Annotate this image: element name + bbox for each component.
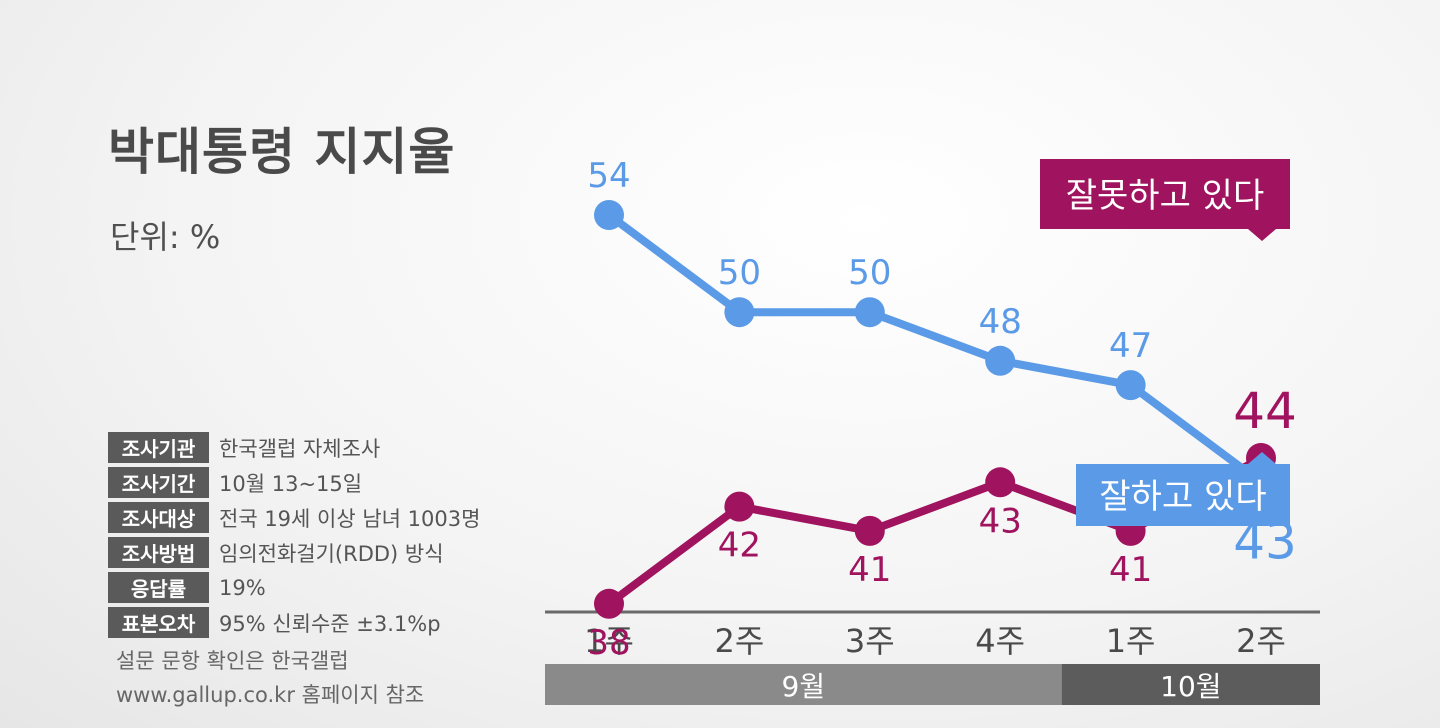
- survey-info-value: 한국갤럽 자체조사: [219, 436, 381, 461]
- survey-info-table: 조사기관 한국갤럽 자체조사 조사기간 10월 13~15일 조사대상 전국 1…: [108, 430, 480, 640]
- survey-info-key: 조사기간: [108, 467, 209, 498]
- survey-info-value: 19%: [219, 575, 266, 600]
- month-label: 9월: [782, 670, 826, 703]
- x-tick-label: 4주: [975, 622, 1025, 660]
- approve-series-line: [605, 211, 1265, 487]
- approve-point: [985, 345, 1016, 376]
- approve-point: [1115, 370, 1146, 401]
- disapprove-callout-label: 잘못하고 있다: [1066, 176, 1265, 216]
- approve-data-label: 48: [979, 302, 1022, 342]
- survey-info-row: 응답률 19%: [108, 570, 480, 605]
- unit-label: 단위: %: [110, 218, 221, 256]
- disapprove-data-label: 42: [718, 526, 761, 566]
- approve-data-label: 47: [1109, 326, 1152, 366]
- month-bar: [545, 664, 1062, 705]
- approve-data-label: 50: [848, 253, 891, 293]
- disapprove-point: [594, 588, 624, 619]
- survey-info-key: 응답률: [108, 572, 209, 603]
- disapprove-data-label: 41: [1109, 550, 1152, 590]
- disapprove-data-label: 43: [979, 501, 1022, 541]
- month-label: 10월: [1160, 670, 1221, 703]
- disapprove-callout-box: [1040, 159, 1290, 241]
- approve-callout-box: [1076, 452, 1290, 526]
- approve-point: [724, 297, 755, 328]
- survey-info-key: 조사방법: [108, 537, 209, 568]
- x-tick-label: 2주: [714, 622, 764, 660]
- approve-data-label: 54: [587, 156, 630, 196]
- survey-info-key: 표본오차: [108, 607, 209, 638]
- survey-info-key: 조사기관: [108, 432, 209, 463]
- disapprove-point: [854, 515, 885, 546]
- source-note: 설문 문항 확인은 한국갤럽 www.gallup.co.kr 홈페이지 참조: [116, 644, 424, 712]
- x-tick-label: 1주: [584, 622, 634, 660]
- survey-info-row: 조사대상 전국 19세 이상 남녀 1003명: [108, 500, 480, 535]
- approve-point: [854, 297, 885, 328]
- survey-info-key: 조사대상: [108, 502, 209, 533]
- survey-info-row: 조사기간 10월 13~15일: [108, 465, 480, 500]
- month-bar: [1061, 664, 1320, 705]
- survey-info-value: 전국 19세 이상 남녀 1003명: [219, 506, 481, 531]
- chart-title: 박대통령 지지율: [108, 123, 456, 181]
- disapprove-data-label: 38: [587, 623, 630, 663]
- x-tick-label: 2주: [1236, 622, 1286, 660]
- source-note-url: www.gallup.co.kr 홈페이지 참조: [116, 683, 425, 707]
- survey-info-row: 조사방법 임의전화걸기(RDD) 방식: [108, 535, 480, 570]
- x-tick-label: 1주: [1106, 622, 1156, 660]
- approve-callout-label: 잘하고 있다: [1099, 477, 1266, 517]
- approve-point: [594, 200, 624, 230]
- survey-info-row: 조사기관 한국갤럽 자체조사: [108, 430, 480, 465]
- survey-info-value: 95% 신뢰수준 ±3.1%p: [219, 611, 441, 636]
- source-note-line: 설문 문항 확인은 한국갤럽: [116, 649, 349, 673]
- survey-info-value: 임의전화걸기(RDD) 방식: [219, 541, 444, 566]
- survey-info-row: 표본오차 95% 신뢰수준 ±3.1%p: [108, 605, 480, 640]
- disapprove-data-label: 41: [848, 550, 891, 590]
- disapprove-point: [985, 467, 1016, 498]
- survey-info-value: 10월 13~15일: [219, 471, 363, 496]
- disapprove-point: [724, 491, 755, 522]
- x-tick-label: 3주: [845, 622, 895, 660]
- approve-data-label: 50: [718, 253, 761, 293]
- disapprove-data-label: 44: [1233, 382, 1297, 440]
